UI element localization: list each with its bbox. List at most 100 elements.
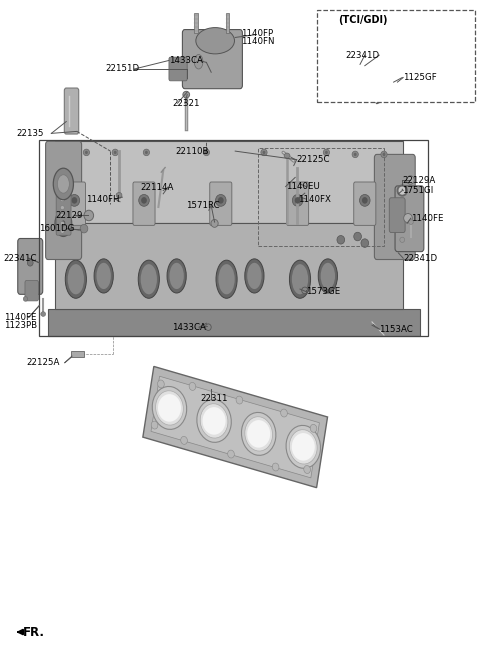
Ellipse shape — [60, 206, 64, 210]
Ellipse shape — [292, 433, 315, 461]
Text: 1140FE: 1140FE — [4, 313, 36, 322]
Ellipse shape — [261, 149, 267, 156]
Ellipse shape — [400, 237, 405, 242]
Ellipse shape — [114, 151, 117, 154]
Ellipse shape — [68, 264, 84, 294]
Text: 1573GE: 1573GE — [306, 287, 340, 296]
Text: 1140FX: 1140FX — [298, 194, 330, 204]
Text: 22321: 22321 — [173, 99, 200, 108]
FancyBboxPatch shape — [354, 182, 376, 225]
Ellipse shape — [361, 238, 369, 248]
Ellipse shape — [60, 198, 64, 202]
FancyBboxPatch shape — [395, 186, 424, 252]
Ellipse shape — [152, 386, 187, 430]
Text: 1751GI: 1751GI — [402, 186, 433, 195]
Ellipse shape — [302, 287, 308, 294]
Ellipse shape — [408, 219, 413, 225]
Ellipse shape — [200, 404, 228, 438]
Ellipse shape — [205, 324, 211, 330]
Text: 22114A: 22114A — [141, 183, 174, 192]
Ellipse shape — [27, 260, 33, 266]
Ellipse shape — [218, 264, 235, 294]
Ellipse shape — [380, 93, 386, 99]
Text: 1140EU: 1140EU — [286, 182, 320, 191]
Ellipse shape — [116, 193, 122, 198]
FancyBboxPatch shape — [338, 51, 396, 74]
Ellipse shape — [157, 380, 164, 388]
Ellipse shape — [23, 296, 27, 301]
Text: 22341C: 22341C — [4, 254, 37, 263]
FancyBboxPatch shape — [210, 182, 232, 225]
Ellipse shape — [354, 153, 357, 156]
Ellipse shape — [96, 263, 111, 289]
Ellipse shape — [189, 382, 196, 390]
Ellipse shape — [203, 149, 209, 156]
Text: 1571RC: 1571RC — [186, 201, 219, 210]
Text: 22125C: 22125C — [297, 155, 330, 164]
Polygon shape — [343, 71, 384, 104]
Ellipse shape — [158, 394, 181, 422]
Polygon shape — [151, 376, 319, 478]
Text: 1125GF: 1125GF — [403, 73, 437, 82]
Ellipse shape — [83, 149, 89, 156]
Ellipse shape — [245, 417, 273, 451]
Text: 1153AC: 1153AC — [379, 325, 413, 334]
Text: 1140FE: 1140FE — [411, 214, 444, 223]
Ellipse shape — [60, 182, 64, 186]
FancyBboxPatch shape — [25, 281, 38, 301]
Ellipse shape — [216, 194, 226, 206]
Bar — [71, 351, 84, 357]
Ellipse shape — [362, 197, 368, 204]
FancyBboxPatch shape — [374, 154, 415, 260]
Ellipse shape — [337, 236, 345, 244]
Ellipse shape — [69, 194, 80, 206]
Ellipse shape — [354, 232, 361, 241]
FancyBboxPatch shape — [64, 88, 79, 134]
FancyBboxPatch shape — [169, 57, 187, 81]
FancyBboxPatch shape — [182, 30, 242, 89]
Ellipse shape — [84, 210, 94, 221]
Ellipse shape — [85, 151, 88, 154]
Text: 1123PB: 1123PB — [4, 321, 37, 330]
Ellipse shape — [281, 409, 288, 417]
Ellipse shape — [65, 260, 86, 298]
Polygon shape — [55, 141, 403, 223]
Ellipse shape — [59, 217, 68, 230]
Ellipse shape — [145, 151, 148, 154]
Text: 1140FH: 1140FH — [86, 194, 120, 204]
FancyBboxPatch shape — [389, 198, 405, 233]
Ellipse shape — [59, 177, 68, 191]
Ellipse shape — [236, 396, 243, 404]
Ellipse shape — [138, 260, 159, 298]
Ellipse shape — [141, 197, 147, 204]
Ellipse shape — [360, 194, 370, 206]
Text: 1140FP: 1140FP — [241, 29, 274, 38]
Ellipse shape — [183, 91, 190, 98]
Ellipse shape — [60, 190, 64, 194]
Ellipse shape — [324, 149, 330, 156]
Ellipse shape — [286, 425, 321, 468]
Bar — [317, 10, 475, 102]
Ellipse shape — [58, 175, 69, 193]
FancyBboxPatch shape — [46, 141, 82, 260]
FancyBboxPatch shape — [56, 175, 71, 235]
Ellipse shape — [169, 263, 184, 289]
Ellipse shape — [245, 259, 264, 293]
Text: 1601DG: 1601DG — [39, 224, 75, 233]
Text: 22125A: 22125A — [26, 358, 60, 367]
Ellipse shape — [151, 421, 158, 429]
Ellipse shape — [292, 194, 303, 206]
Ellipse shape — [228, 450, 234, 458]
Ellipse shape — [216, 260, 237, 298]
Ellipse shape — [156, 391, 183, 425]
Text: FR.: FR. — [23, 625, 45, 639]
Ellipse shape — [292, 264, 308, 294]
Ellipse shape — [211, 219, 218, 227]
Text: 22135: 22135 — [17, 129, 44, 138]
Ellipse shape — [376, 57, 387, 69]
Ellipse shape — [218, 197, 224, 204]
Ellipse shape — [289, 260, 311, 298]
Polygon shape — [55, 223, 403, 309]
Text: 1433CA: 1433CA — [169, 56, 203, 65]
Ellipse shape — [284, 153, 290, 158]
